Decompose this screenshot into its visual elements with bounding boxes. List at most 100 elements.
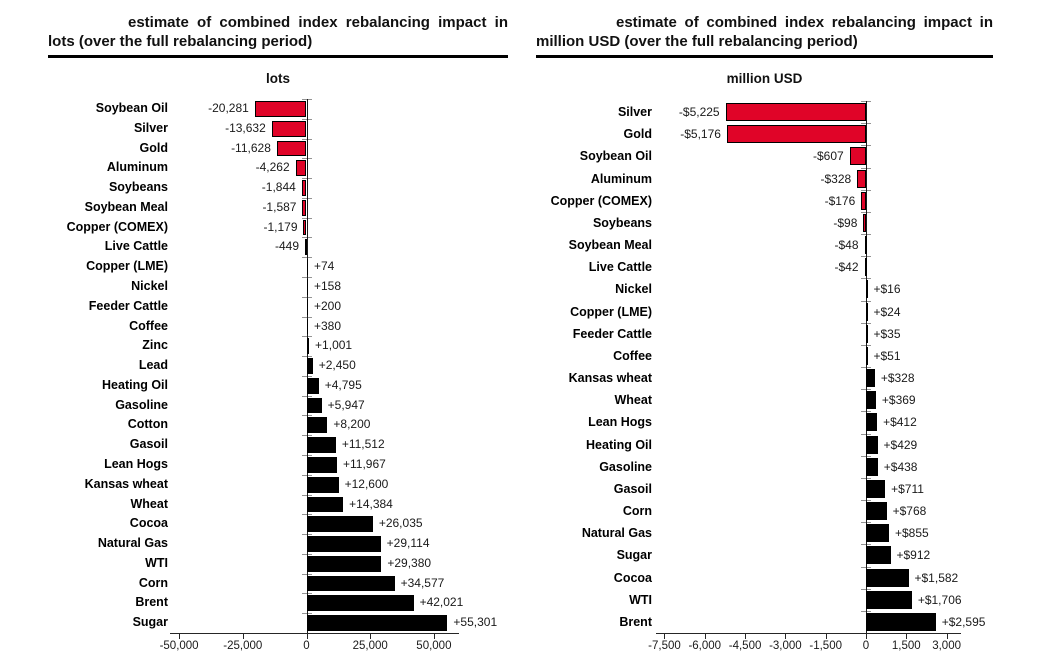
title-underline xyxy=(48,55,508,58)
value-label-gasoil: +$711 xyxy=(891,481,924,496)
bar-corn xyxy=(306,575,395,592)
value-axis-tick-label: -6,000 xyxy=(688,640,722,652)
bar-heating-oil xyxy=(306,377,319,394)
bar-sugar xyxy=(306,615,448,631)
value-label-kansas-wheat: +$328 xyxy=(880,371,915,385)
category-label-heating-oil: Heating Oil xyxy=(102,377,168,392)
value-label-heating-oil: +4,795 xyxy=(324,377,362,392)
value-label-copper-comex: -$176 xyxy=(824,193,856,208)
category-label-gold: Gold xyxy=(623,127,652,142)
value-axis-tick xyxy=(906,634,908,639)
category-label-lean-hogs: Lean Hogs xyxy=(588,415,652,430)
bar-aluminum xyxy=(295,160,307,177)
bar-zinc xyxy=(306,338,310,355)
category-label-live-cattle: Live Cattle xyxy=(104,239,168,254)
category-label-lead: Lead xyxy=(138,358,168,373)
bar-wti xyxy=(306,555,382,572)
value-label-copper-lme: +74 xyxy=(314,259,335,274)
bar-soybean-meal xyxy=(302,199,307,216)
category-label-cotton: Cotton xyxy=(127,417,168,432)
bar-wti xyxy=(866,590,912,609)
category-label-natural-gas: Natural Gas xyxy=(581,526,652,541)
value-label-soybean-oil: -20,281 xyxy=(208,101,249,115)
category-label-soybean-meal: Soybean Meal xyxy=(568,238,652,252)
category-label-nickel: Nickel xyxy=(615,282,652,297)
plot-area-lots: Soybean Oil -20,281 Silver -13,632 Gold -11,6… xyxy=(66,99,498,652)
value-label-nickel: +$16 xyxy=(873,282,901,297)
value-axis-tick-label: -50,000 xyxy=(159,640,199,652)
value-label-nickel: +158 xyxy=(314,279,342,293)
category-label-gold: Gold xyxy=(139,140,168,155)
bar-soybeans xyxy=(863,213,866,232)
bar-silver xyxy=(725,103,866,122)
bar-natural-gas xyxy=(306,536,381,552)
category-label-soybean-meal: Soybean Meal xyxy=(84,199,168,214)
category-label-zinc: Zinc xyxy=(142,338,168,353)
bar-gasoil xyxy=(866,479,886,498)
category-label-heating-oil: Heating Oil xyxy=(586,437,652,452)
value-label-brent: +$2,595 xyxy=(941,614,986,629)
bar-gold xyxy=(726,125,866,144)
bar-kansas-wheat xyxy=(306,476,339,493)
bar-gold xyxy=(276,140,307,157)
category-label-gasoline: Gasoline xyxy=(599,459,652,474)
category-label-aluminum: Aluminum xyxy=(106,160,168,175)
zero-axis-line xyxy=(866,101,867,633)
value-axis-tick xyxy=(242,634,244,639)
value-label-feeder-cattle: +200 xyxy=(314,298,342,313)
category-label-coffee: Coffee xyxy=(129,318,168,333)
value-label-silver: -13,632 xyxy=(225,120,266,135)
category-label-nickel: Nickel xyxy=(131,279,168,293)
bar-live-cattle xyxy=(864,258,867,277)
value-label-soybeans: -$98 xyxy=(833,215,858,230)
category-label-silver: Silver xyxy=(617,105,652,119)
category-label-brent: Brent xyxy=(619,614,652,629)
value-axis-tick xyxy=(866,634,867,639)
value-label-lean-hogs: +$412 xyxy=(883,415,917,430)
value-label-gasoline: +$438 xyxy=(883,459,918,474)
value-axis-tick xyxy=(946,634,948,639)
value-label-coffee: +380 xyxy=(314,318,342,333)
bar-corn xyxy=(866,502,887,521)
bar-lean-hogs xyxy=(306,457,337,473)
bar-coffee xyxy=(866,346,868,365)
value-label-soybean-oil: -$607 xyxy=(813,149,844,164)
value-axis-line xyxy=(170,633,459,634)
bar-nickel xyxy=(866,280,868,299)
value-axis-tick-label: 3,000 xyxy=(932,640,961,652)
value-label-wti: +29,380 xyxy=(387,555,432,570)
category-label-corn: Corn xyxy=(138,575,168,590)
value-label-sugar: +$912 xyxy=(896,548,931,563)
chart-header-usd: estimate of combined index rebalancing i… xyxy=(536,14,993,86)
category-label-aluminum: Aluminum xyxy=(590,171,652,186)
value-label-heating-oil: +$429 xyxy=(883,437,918,452)
category-label-brent: Brent xyxy=(135,595,168,610)
bar-kansas-wheat xyxy=(866,369,875,388)
bar-copper-lme xyxy=(866,302,868,321)
category-label-wti: WTI xyxy=(145,555,168,570)
value-axis-tick-label: 1,500 xyxy=(891,640,921,652)
value-axis-line xyxy=(656,633,961,634)
category-label-copper-comex: Copper (COMEX) xyxy=(66,219,168,234)
bar-sugar xyxy=(866,546,891,565)
category-label-cocoa: Cocoa xyxy=(129,516,168,531)
value-label-gasoil: +11,512 xyxy=(341,437,385,452)
category-label-sugar: Sugar xyxy=(616,548,652,563)
category-label-cocoa: Cocoa xyxy=(613,570,652,585)
category-label-gasoline: Gasoline xyxy=(115,397,168,412)
axis-unit-title-lots: lots xyxy=(265,71,290,86)
value-axis-tick-label: 0 xyxy=(303,640,310,652)
category-label-copper-lme: Copper (LME) xyxy=(86,259,168,274)
value-label-zinc: +1,001 xyxy=(315,338,353,353)
value-axis-tick xyxy=(370,634,372,639)
chart-title-usd: estimate of combined index rebalancing i… xyxy=(536,14,993,50)
value-label-sugar: +55,301 xyxy=(453,615,498,630)
bar-soybean-oil xyxy=(849,147,866,166)
bar-natural-gas xyxy=(866,524,889,543)
value-label-coffee: +$51 xyxy=(873,348,901,363)
bar-soybean-meal xyxy=(864,236,867,255)
bar-live-cattle xyxy=(305,239,307,256)
bar-feeder-cattle xyxy=(306,298,308,315)
value-axis-tick xyxy=(745,634,747,639)
bar-brent xyxy=(866,612,936,631)
